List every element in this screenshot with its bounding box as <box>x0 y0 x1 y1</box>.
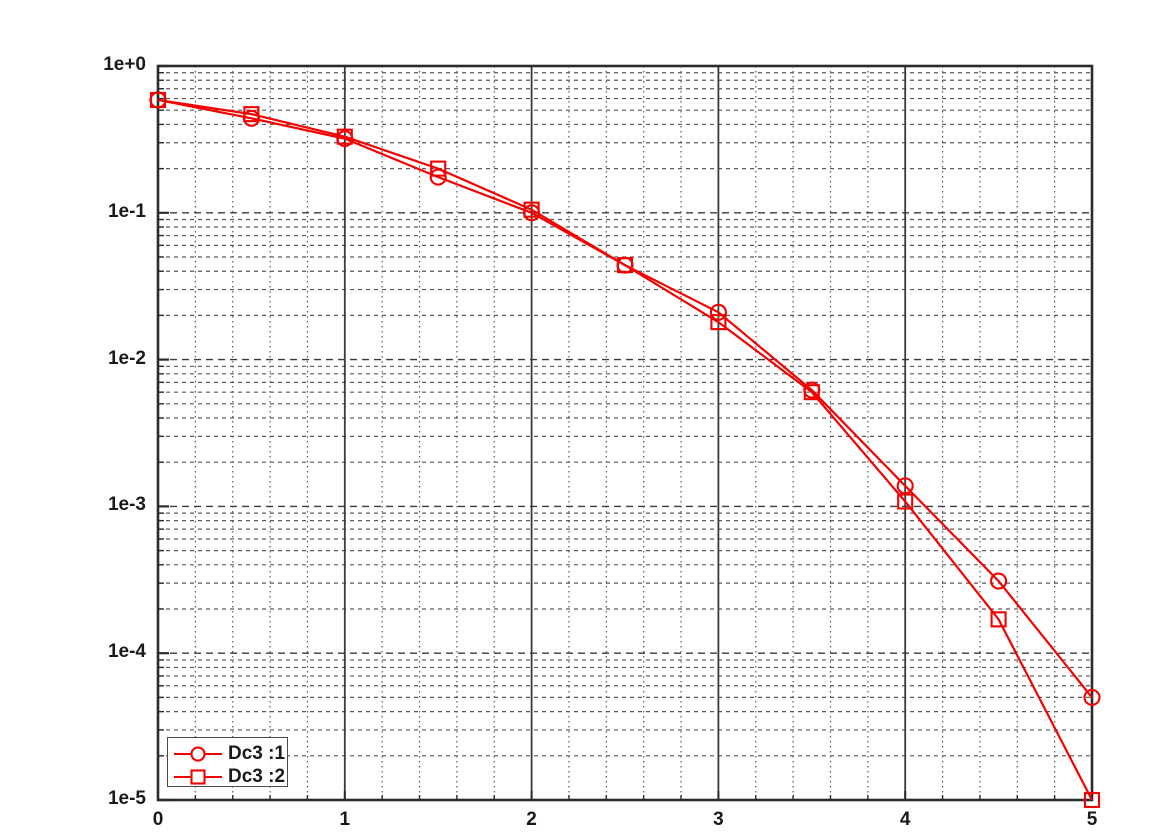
plot-frame <box>156 64 1094 802</box>
ytick-label: 1e-1 <box>107 200 146 222</box>
ytick-label: 1e-5 <box>107 788 146 809</box>
ytick-label: 1e-4 <box>107 641 146 663</box>
axis-ticks <box>157 64 1093 802</box>
xtick-label: 1 <box>339 809 351 830</box>
legend-marker-square <box>172 766 224 788</box>
xtick-label: 0 <box>152 809 164 830</box>
data-marker <box>1083 791 1101 809</box>
data-marker <box>616 257 634 274</box>
data-marker <box>1083 688 1101 706</box>
ytick-label: 1e-2 <box>107 347 146 369</box>
data-marker <box>430 160 447 177</box>
xtick-label: 4 <box>899 809 911 830</box>
data-marker <box>336 128 353 145</box>
legend-entry-1[interactable]: Dc3 :1 <box>172 742 285 766</box>
grid-major <box>158 66 1092 800</box>
data-marker <box>990 611 1007 628</box>
legend-circle-marker <box>190 746 206 762</box>
xtick-label: 2 <box>526 809 537 830</box>
data-marker <box>990 572 1008 590</box>
legend[interactable]: Dc3 :1 Dc3 :2 <box>167 737 288 787</box>
data-marker <box>243 106 260 123</box>
series-line <box>157 98 1093 801</box>
data-marker <box>710 314 727 331</box>
grid-minor <box>158 66 1092 800</box>
ytick-label: 1e+0 <box>103 54 146 75</box>
data-marker <box>803 384 820 401</box>
series-1[interactable] <box>149 91 1101 706</box>
series-line <box>157 98 1093 699</box>
xtick-label: 3 <box>713 809 724 830</box>
ytick-label: 1e-3 <box>107 494 146 516</box>
legend-entry-2[interactable]: Dc3 :2 <box>172 765 285 789</box>
data-marker <box>709 303 727 321</box>
data-marker <box>149 91 167 109</box>
legend-square-marker <box>190 769 206 785</box>
data-marker <box>523 201 540 218</box>
data-marker <box>896 477 914 495</box>
xtick-label: 5 <box>1086 809 1098 830</box>
legend-marker-circle <box>172 743 224 765</box>
data-marker <box>897 493 914 510</box>
series-2[interactable] <box>149 91 1101 809</box>
legend-label: Dc3 :1 <box>228 743 286 764</box>
legend-label: Dc3 :2 <box>228 766 286 787</box>
